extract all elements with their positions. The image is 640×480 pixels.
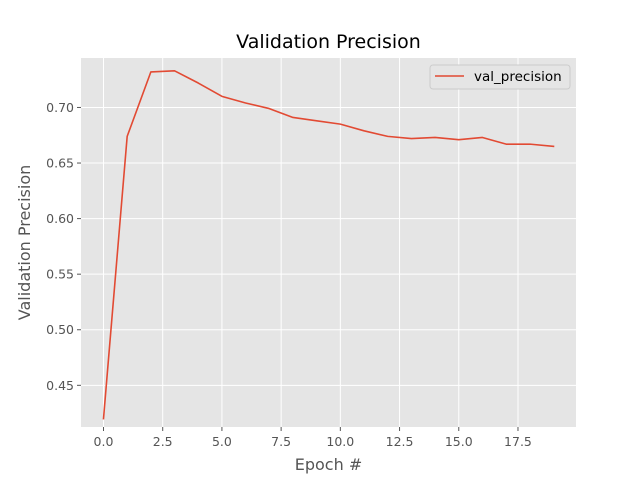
grid-lines — [81, 58, 576, 427]
x-axis-label: Epoch # — [295, 455, 362, 474]
legend: val_precision — [429, 64, 571, 90]
x-tick-label: 2.5 — [153, 434, 173, 449]
y-tick-label: 0.70 — [46, 100, 74, 115]
y-tick-label: 0.45 — [46, 378, 74, 393]
y-tick-label: 0.60 — [46, 211, 74, 226]
legend-box — [429, 64, 571, 90]
y-tick-label: 0.65 — [46, 156, 74, 171]
series-lines — [102, 69, 555, 420]
series-line-val-precision — [102, 69, 555, 420]
x-axis-ticks: 0.0 2.5 5.0 7.5 10.0 12.5 15.0 17.5 — [94, 427, 532, 449]
x-tick-label: 15.0 — [445, 434, 473, 449]
x-tick-label: 7.5 — [271, 434, 291, 449]
y-axis-ticks: 0.45 0.50 0.55 0.60 0.65 0.70 — [46, 100, 81, 393]
chart-title: Validation Precision — [236, 31, 421, 53]
x-tick-label: 10.0 — [326, 434, 354, 449]
legend-label-val-precision: val_precision — [474, 69, 562, 85]
y-axis-label: Validation Precision — [15, 165, 34, 320]
x-tick-label: 5.0 — [212, 434, 232, 449]
y-tick-label: 0.50 — [46, 322, 74, 337]
x-tick-label: 12.5 — [386, 434, 414, 449]
x-tick-label: 17.5 — [504, 434, 532, 449]
y-tick-label: 0.55 — [46, 267, 74, 282]
plot-area — [81, 58, 576, 427]
x-tick-label: 0.0 — [94, 434, 114, 449]
